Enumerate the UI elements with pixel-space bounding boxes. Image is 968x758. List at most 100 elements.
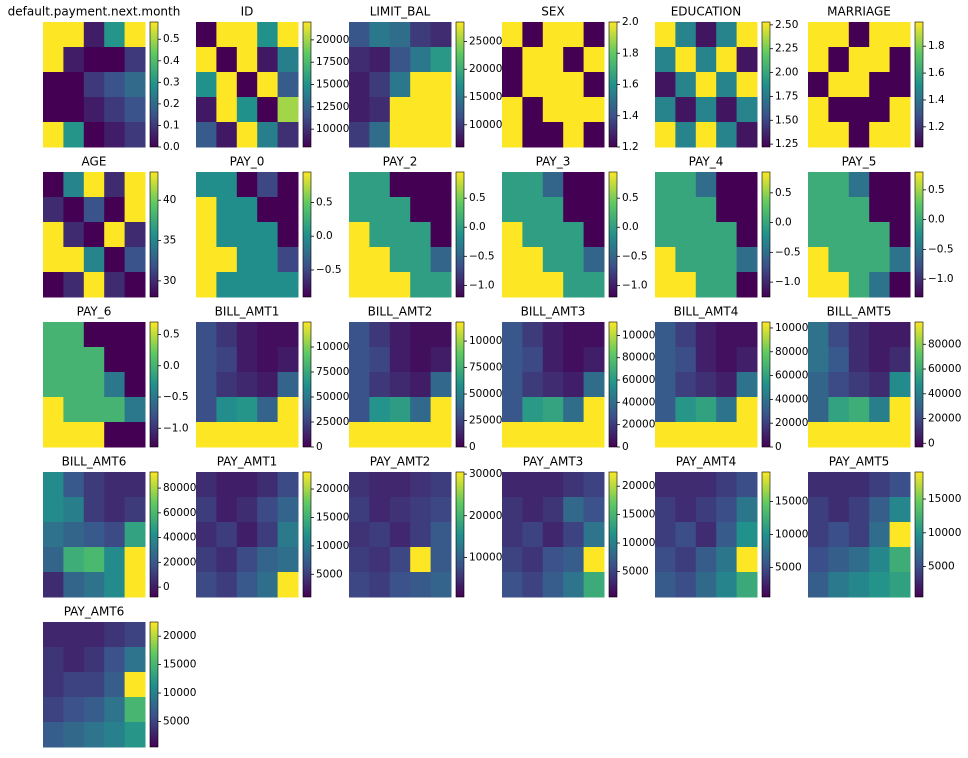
- heatmap-cell: [63, 697, 85, 723]
- heatmap-cell: [124, 547, 146, 573]
- heatmap-cell: [828, 22, 850, 48]
- colorbar-tick-label: 75000: [316, 366, 349, 378]
- heatmap-cell: [563, 372, 585, 398]
- heatmap-cell: [257, 347, 279, 373]
- heatmap-cell: [236, 222, 258, 248]
- heatmap-cell: [583, 472, 605, 498]
- heatmap-cell: [236, 372, 258, 398]
- heatmap-cell: [63, 422, 85, 448]
- heatmap-cell: [430, 422, 452, 448]
- colorbar-tick-label: 1.8: [928, 40, 945, 52]
- heatmap-cell: [43, 197, 64, 223]
- panel: LIMIT_BAL 10000 15000 20000 25000: [349, 5, 502, 148]
- panel: PAY_AMT5 5000 10000 15000: [808, 455, 961, 598]
- heatmap-cell: [389, 22, 411, 48]
- heatmap-cell: [430, 397, 452, 423]
- colorbar: [302, 471, 312, 598]
- heatmap-cell: [63, 322, 85, 348]
- heatmap-cell: [369, 347, 391, 373]
- heatmap-cell: [63, 247, 85, 273]
- heatmap-cell: [43, 22, 64, 48]
- heatmap-cell: [349, 72, 370, 98]
- heatmap-cell: [522, 497, 544, 523]
- heatmap-cell: [655, 197, 676, 223]
- heatmap-cell: [349, 47, 370, 73]
- heatmap-cell: [104, 722, 126, 748]
- heatmap-cell: [430, 97, 452, 123]
- heatmap-cell: [236, 97, 258, 123]
- heatmap-cell: [808, 497, 829, 523]
- heatmap-cell: [83, 672, 105, 698]
- panel: PAY_0 −0.5 0.0 0.5: [196, 155, 342, 298]
- heatmap-cell: [808, 72, 829, 98]
- heatmap-cell: [277, 72, 299, 98]
- heatmap-cell: [277, 497, 299, 523]
- heatmap-cell: [583, 22, 605, 48]
- panel: BILL_AMT2 0 25000 50000 75000 100000: [349, 305, 509, 453]
- colorbar: [608, 21, 618, 148]
- heatmap-cell: [124, 347, 146, 373]
- heatmap-cell: [83, 47, 105, 73]
- heatmap-cell: [522, 47, 544, 73]
- heatmap-cell: [583, 497, 605, 523]
- heatmap-cell: [43, 247, 64, 273]
- heatmap-cell: [389, 497, 411, 523]
- heatmap-cell: [389, 197, 411, 223]
- colorbar-tick-label: 5000: [163, 715, 190, 727]
- colorbar-tick-label: −0.5: [928, 243, 954, 255]
- colorbar-tick-label: 35: [163, 235, 176, 247]
- heatmap-cell: [583, 122, 605, 148]
- heatmap-cell: [542, 497, 564, 523]
- heatmap-cell: [63, 47, 85, 73]
- heatmap-cell: [848, 347, 870, 373]
- heatmap-cell: [675, 347, 697, 373]
- panel-title: PAY_2: [383, 155, 418, 169]
- heatmap-cell: [369, 272, 391, 298]
- heatmap-cell: [522, 172, 544, 198]
- heatmap-cell: [43, 47, 64, 73]
- colorbar-tick-label: 0: [622, 441, 629, 453]
- heatmap-cell: [124, 322, 146, 348]
- colorbar-tick-label: 50000: [316, 391, 349, 403]
- heatmap-cell: [848, 72, 870, 98]
- panel: PAY_5 −1.0 −0.5 0.0 0.5: [808, 155, 954, 298]
- heatmap-cell: [389, 322, 411, 348]
- heatmap-cell: [277, 247, 299, 273]
- heatmap-cell: [349, 222, 370, 248]
- heatmap-cell: [522, 72, 544, 98]
- colorbar: [914, 321, 924, 448]
- colorbar-tick-label: 75000: [469, 362, 502, 374]
- heatmap-cell: [83, 697, 105, 723]
- heatmap-cell: [124, 497, 146, 523]
- heatmap-cell: [216, 97, 238, 123]
- heatmap-cell: [196, 572, 217, 598]
- heatmap-cell: [196, 272, 217, 298]
- heatmap-cell: [104, 522, 126, 548]
- heatmap-cell: [236, 422, 258, 448]
- heatmap-cell: [695, 222, 717, 248]
- heatmap-cell: [828, 197, 850, 223]
- heatmap-cell: [522, 372, 544, 398]
- heatmap-cell: [522, 572, 544, 598]
- colorbar-tick-label: 5000: [316, 568, 343, 580]
- heatmap-cell: [124, 722, 146, 748]
- panel: PAY_AMT6 5000 10000 15000 20000: [43, 605, 196, 748]
- colorbar-tick-label: 0.0: [163, 360, 180, 372]
- heatmap-cell: [349, 422, 370, 448]
- heatmap-cell: [216, 172, 238, 198]
- colorbar-tick-label: 40000: [775, 393, 808, 405]
- heatmap-cell: [43, 622, 64, 648]
- heatmap-cell: [43, 72, 64, 98]
- heatmap-cell: [43, 172, 64, 198]
- heatmap-cell: [83, 247, 105, 273]
- heatmap-cell: [716, 372, 738, 398]
- heatmap-cell: [389, 122, 411, 148]
- heatmap-cell: [236, 47, 258, 73]
- heatmap-cell: [43, 322, 64, 348]
- heatmap-cell: [848, 172, 870, 198]
- heatmap-cell: [277, 397, 299, 423]
- heatmap-cell: [563, 72, 585, 98]
- heatmap-cell: [196, 497, 217, 523]
- heatmap-cell: [83, 472, 105, 498]
- heatmap-cell: [410, 322, 432, 348]
